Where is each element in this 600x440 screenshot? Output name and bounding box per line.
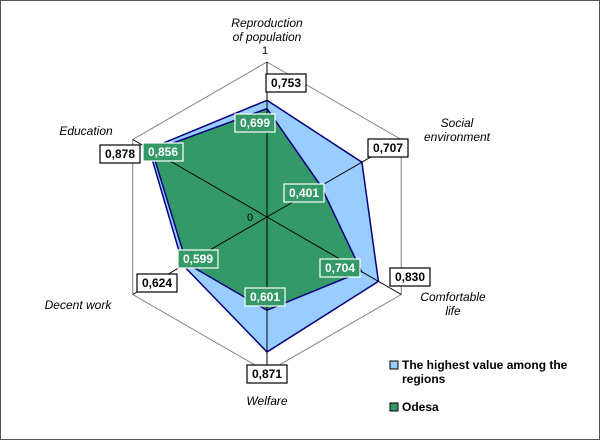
odesa-value-label-text-4: 0,599	[183, 252, 213, 266]
high-value-label-0: 0,753	[265, 73, 307, 93]
odesa-value-label-text-0: 0,699	[240, 116, 270, 130]
odesa-value-label-2: 0,704	[319, 258, 361, 278]
tick-label-min: 0	[247, 212, 253, 224]
odesa-value-label-text-1: 0,401	[289, 186, 319, 200]
odesa-value-label-text-2: 0,704	[325, 261, 355, 275]
high-value-label-box-0	[265, 73, 307, 93]
odesa-value-label-3: 0,601	[244, 287, 286, 307]
high-value-label-box-1	[367, 138, 409, 158]
high-value-label-text-5: 0,878	[105, 147, 135, 161]
odesa-value-label-4: 0,599	[177, 249, 219, 269]
legend-swatch-1	[389, 402, 399, 412]
high-value-label-4: 0,624	[136, 273, 178, 293]
odesa-value-label-box-3	[244, 287, 286, 307]
high-value-label-text-3: 0,871	[252, 367, 282, 381]
odesa-value-label-1: 0,401	[283, 183, 325, 203]
odesa-value-label-0: 0,699	[234, 113, 276, 133]
axis-label-5: Education	[59, 124, 113, 138]
odesa-value-label-text-3: 0,601	[250, 290, 280, 304]
odesa-value-label-box-0	[234, 113, 276, 133]
high-value-label-5: 0,878	[99, 144, 141, 164]
axis-label-4: Decent work	[45, 298, 113, 312]
high-value-label-text-1: 0,707	[373, 141, 403, 155]
tick-label-max: 1	[262, 45, 268, 57]
high-value-label-text-4: 0,624	[142, 276, 172, 290]
legend-label-0: The highest value among the regions	[402, 358, 568, 386]
axis-label-1: Social environment	[424, 116, 491, 144]
odesa-value-label-box-1	[283, 183, 325, 203]
axis-label-2: Comfortable life	[420, 290, 486, 318]
odesa-value-label-box-4	[177, 249, 219, 269]
high-value-label-1: 0,707	[367, 138, 409, 158]
odesa-value-label-5: 0,856	[142, 142, 184, 162]
high-value-label-2: 0,830	[389, 267, 431, 287]
high-value-label-3: 0,871	[246, 364, 288, 384]
high-value-label-box-5	[99, 144, 141, 164]
legend: The highest value among the regions Odesa	[389, 358, 568, 414]
high-value-label-box-4	[136, 273, 178, 293]
odesa-value-label-text-5: 0,856	[148, 145, 178, 159]
legend-swatch-0	[389, 360, 399, 370]
axis-label-3: Welfare	[246, 394, 287, 408]
series-area-1	[151, 107, 363, 311]
axis-label-0: Reproduction of population	[231, 16, 303, 44]
spoke-2	[266, 216, 402, 295]
high-value-label-box-3	[246, 364, 288, 384]
high-value-label-text-0: 0,753	[271, 76, 301, 90]
high-value-label-text-2: 0,830	[395, 270, 425, 284]
series-layer	[148, 99, 380, 353]
legend-label-1: Odesa	[402, 400, 439, 414]
odesa-value-label-box-5	[142, 142, 184, 162]
odesa-value-label-box-2	[319, 258, 361, 278]
high-value-label-box-2	[389, 267, 431, 287]
